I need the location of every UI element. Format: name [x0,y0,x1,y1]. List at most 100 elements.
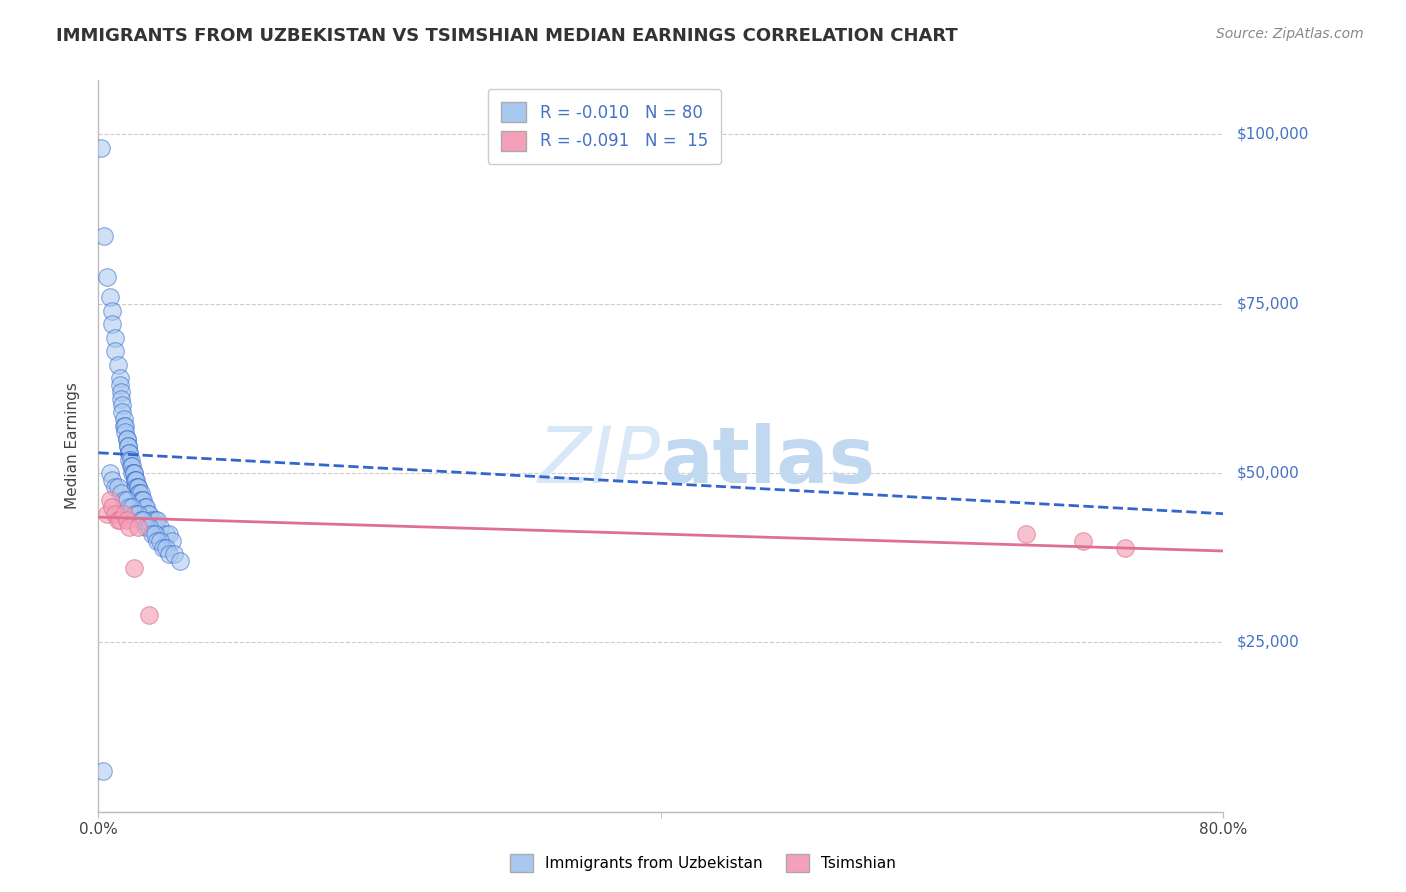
Point [131,493,153,508]
Point [143,514,166,528]
Point [1114,541,1136,555]
Point [146,533,169,548]
Point [121,459,143,474]
Point [1071,533,1094,548]
Point [118,446,141,460]
Text: $100,000: $100,000 [1237,127,1309,142]
Point [101,500,124,514]
Point [128,486,150,500]
Point [122,466,145,480]
Point [143,527,166,541]
Text: $50,000: $50,000 [1237,466,1301,481]
Point [112,418,135,433]
Point [111,405,134,419]
Point [121,466,143,480]
Point [110,384,132,399]
Point [127,520,149,534]
Point [118,500,141,514]
Point [136,507,159,521]
Point [98,493,121,508]
Point [169,554,191,568]
Point [149,520,172,534]
Point [104,344,127,359]
Point [118,520,141,534]
Text: IMMIGRANTS FROM UZBEKISTAN VS TSIMSHIAN MEDIAN EARNINGS CORRELATION CHART: IMMIGRANTS FROM UZBEKISTAN VS TSIMSHIAN … [56,27,957,45]
Point [129,486,152,500]
Point [115,432,138,446]
Point [125,480,148,494]
Point [132,493,155,508]
Point [104,507,127,521]
Point [111,398,134,412]
Point [138,608,160,623]
Text: ZIP: ZIP [538,423,661,499]
Point [124,473,146,487]
Point [108,514,131,528]
Point [146,514,169,528]
Point [157,547,180,561]
Point [127,480,149,494]
Point [155,541,177,555]
Point [110,486,132,500]
Point [125,473,148,487]
Point [110,392,132,406]
Point [141,527,163,541]
Point [96,507,118,521]
Point [155,527,177,541]
Point [90,141,112,155]
Text: atlas: atlas [661,423,876,499]
Point [91,764,114,778]
Point [129,493,152,508]
Y-axis label: Median Earnings: Median Earnings [65,383,80,509]
Point [1015,527,1038,541]
Point [112,412,135,426]
Point [118,452,141,467]
Point [129,514,152,528]
Point [93,229,115,244]
Point [114,425,136,440]
Legend: R = -0.010   N = 80, R = -0.091   N =  15: R = -0.010 N = 80, R = -0.091 N = 15 [488,88,721,164]
Point [101,473,124,487]
Point [160,533,183,548]
Point [96,269,118,284]
Point [138,520,160,534]
Point [104,480,127,494]
Text: $75,000: $75,000 [1237,296,1301,311]
Point [117,439,139,453]
Point [112,507,135,521]
Point [122,466,145,480]
Point [127,507,149,521]
Point [98,290,121,304]
Point [121,500,143,514]
Point [107,480,129,494]
Point [135,520,157,534]
Point [128,486,150,500]
Point [112,493,135,508]
Point [134,500,156,514]
Text: Source: ZipAtlas.com: Source: ZipAtlas.com [1216,27,1364,41]
Point [98,466,121,480]
Point [104,331,127,345]
Point [157,527,180,541]
Point [124,507,146,521]
Point [108,371,131,385]
Point [107,358,129,372]
Legend: Immigrants from Uzbekistan, Tsimshian: Immigrants from Uzbekistan, Tsimshian [502,846,904,880]
Point [115,514,138,528]
Point [152,541,174,555]
Point [124,473,146,487]
Point [163,547,186,561]
Point [122,561,145,575]
Point [138,507,160,521]
Point [115,432,138,446]
Point [115,493,138,508]
Point [108,378,131,392]
Point [114,418,136,433]
Point [135,500,157,514]
Point [141,514,163,528]
Text: $25,000: $25,000 [1237,635,1301,650]
Point [132,514,155,528]
Point [101,317,124,331]
Point [118,446,141,460]
Point [120,459,142,474]
